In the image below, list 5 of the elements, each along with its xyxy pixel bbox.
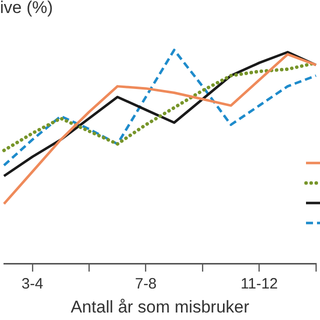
x-axis-title: Antall år som misbruker xyxy=(70,297,250,316)
x-tick-label: 3-4 xyxy=(22,276,44,293)
x-tick-label: 11-12 xyxy=(240,276,278,293)
x-tick-label: 7-8 xyxy=(134,276,157,293)
y-axis-title: ive (%) xyxy=(0,0,53,18)
